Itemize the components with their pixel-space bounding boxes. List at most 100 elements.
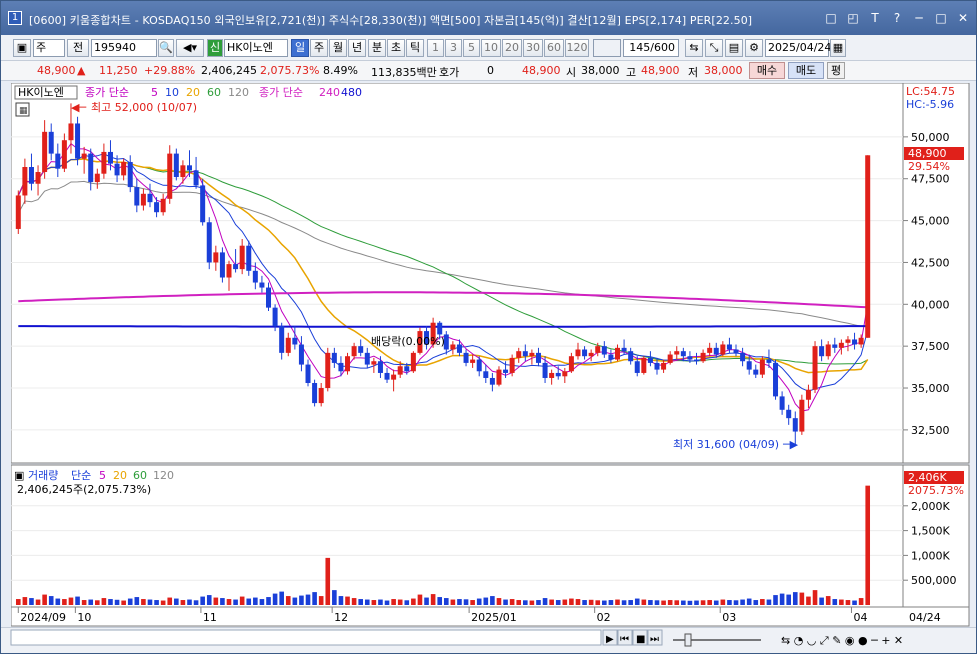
period-month[interactable]: 월 [329,39,347,57]
candle-body [246,245,252,271]
period-second[interactable]: 초 [387,39,405,57]
volume-bar [628,600,633,605]
close-icon[interactable]: ✕ [957,11,969,25]
help-icon[interactable]: ? [893,11,901,25]
candle-body [180,165,186,178]
maximize-icon[interactable]: □ [935,11,947,25]
new-badge[interactable]: 신 [207,39,223,57]
sell-button[interactable]: 매도 [788,62,824,79]
menu-icon[interactable]: ▣ [13,39,31,57]
volume-bar [523,600,528,605]
volume-bar [318,596,324,605]
copy-window-icon[interactable]: ◰ [847,11,859,25]
price-change: 11,250 [99,64,138,77]
zoom-slider-handle[interactable] [684,633,692,647]
candle-body [838,342,844,348]
stock-name-field[interactable]: HK이노엔 [224,39,288,57]
settings-icon[interactable]: ⚙ [745,39,763,57]
eval-button[interactable]: 평 [827,62,845,79]
period-minute[interactable]: 분 [368,39,386,57]
interval-custom[interactable] [593,39,621,57]
chart-type-select[interactable]: 주 [33,39,65,57]
candle-body [417,331,423,353]
candle-body [384,372,390,380]
candle-body [213,252,219,263]
interval-3[interactable]: 3 [445,39,462,57]
grid-toggle-icon[interactable] [15,102,30,117]
candle-body [773,362,779,397]
speaker-icon[interactable]: ◀▾ [176,39,204,57]
volume-bar [417,594,423,605]
layout-icon[interactable]: □ [825,11,837,25]
save-icon[interactable]: ▤ [725,39,743,57]
scroll-right-button[interactable] [602,629,618,646]
candle-body [819,346,825,357]
bottom-scrollbar[interactable]: ▶ ⏮ ■ ⏭ ⇆ ◔ ◡ ⤢ ✎ ◉ ● ─ + ✕ [1,627,976,653]
stock-code-input[interactable]: 195940 [91,39,157,57]
price-tick-label: 45,000 [911,215,950,228]
calendar-icon[interactable]: ▦ [830,39,846,57]
period-day[interactable]: 일 [291,39,309,57]
volume-bar [239,596,245,605]
interval-20[interactable]: 20 [502,39,522,57]
ma20-line [17,158,869,374]
date-tick-label: 2025/01 [471,611,517,624]
last-button[interactable] [647,629,663,646]
low-label: 저 [688,66,699,79]
interval-10[interactable]: 10 [481,39,501,57]
volume-bar [141,599,146,605]
date-field[interactable]: 2025/04/24 [765,39,831,57]
minimize-icon[interactable]: ─ [915,11,923,25]
search-icon[interactable]: 🔍 [158,39,174,57]
last-pct-tag: 29.54% [908,160,950,173]
last-icon: ⏭ [650,634,659,645]
volume-bar [569,598,574,605]
ma10-line [17,153,869,392]
volume-bar [127,598,133,605]
candle-body [391,374,397,380]
volume-tick-label: 500,000 [911,574,957,587]
chart-area[interactable]: 50,000 47,500 45,000 42,500 40,000 37,500 35,0… [10,82,971,628]
vol-ma120: 120 [153,469,174,482]
buy-button[interactable]: 매수 [749,62,785,79]
scroll-track[interactable] [10,629,602,646]
low-price: 38,000 [704,64,743,77]
candle-body [338,362,344,372]
candle-body [805,389,811,400]
volume-bar [167,597,173,605]
interval-60[interactable]: 60 [544,39,564,57]
volume-bar [272,593,278,605]
candle-body [22,167,28,196]
volume-bar [490,596,495,605]
price-axis-frame [902,82,970,464]
price-tick-label: 35,000 [911,382,950,395]
stop-button[interactable] [632,629,648,646]
first-button[interactable] [617,629,633,646]
candle-body [582,349,588,357]
trend-icon[interactable]: ⤡ [705,39,723,57]
compare-icon[interactable]: ⇆ [685,39,703,57]
interval-5[interactable]: 5 [463,39,480,57]
price-tick-label: 50,000 [911,131,950,144]
period-week[interactable]: 주 [310,39,328,57]
prev-button[interactable]: 전 [67,39,89,57]
period-tick[interactable]: 틱 [406,39,424,57]
count-field[interactable]: 145/600 [623,39,679,57]
price-volume-chart[interactable]: 50,000 47,500 45,000 42,500 40,000 37,500 35,0… [10,82,971,628]
candle-body [397,366,403,375]
volume-bar [681,600,686,605]
interval-30[interactable]: 30 [523,39,543,57]
period-year[interactable]: 년 [348,39,366,57]
volume-bar [839,599,844,605]
candlesticks [15,103,871,445]
title-bar[interactable]: 1 [0600] 키움종합차트 - KOSDAQ150 외국인보유[2,721(… [1,1,976,35]
interval-120[interactable]: 120 [565,39,589,57]
volume-bar [753,600,759,605]
candle-body [351,346,357,357]
volume-bar [35,599,41,605]
pin-icon[interactable]: T [871,11,879,25]
volume-bar [364,599,370,605]
chart-tools-icon[interactable]: ⇆ ◔ ◡ ⤢ ✎ ◉ ● ─ + ✕ [781,634,903,647]
interval-1[interactable]: 1 [427,39,444,57]
candle-body [865,155,871,338]
